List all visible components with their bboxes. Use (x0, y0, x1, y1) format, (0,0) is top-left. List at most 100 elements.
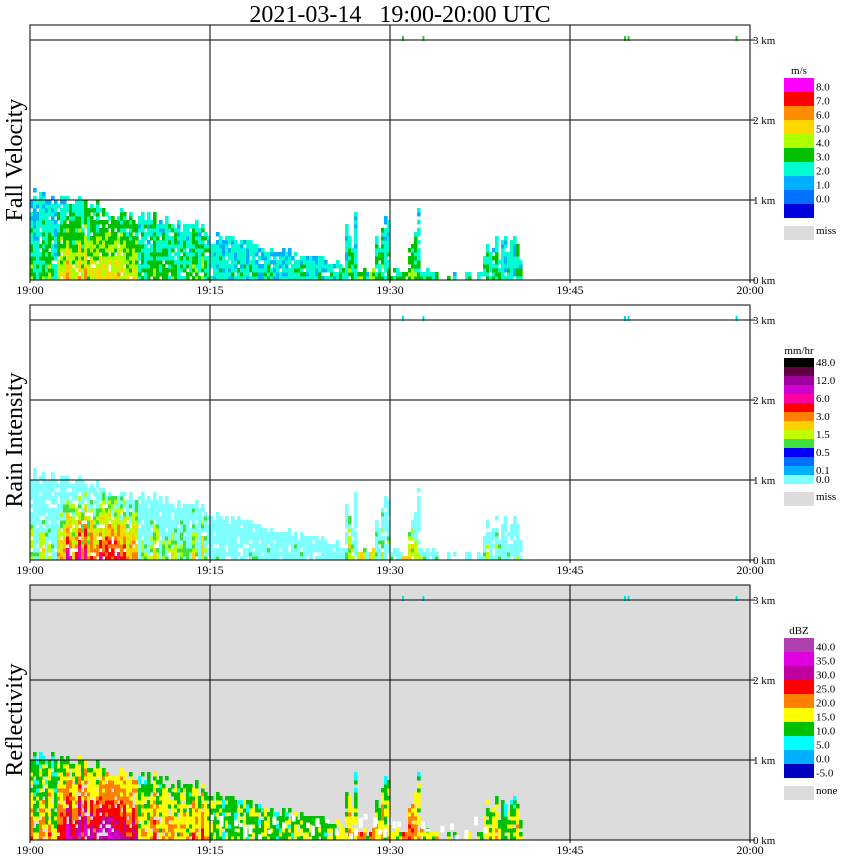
heatmap-cell (159, 800, 163, 805)
heatmap-cell (252, 244, 256, 249)
heatmap-cell (180, 244, 184, 249)
heatmap-cell (87, 264, 91, 269)
heatmap-cell (306, 268, 310, 273)
heatmap-cell (429, 272, 433, 277)
heatmap-cell (171, 272, 175, 277)
heatmap-cell (276, 260, 280, 265)
heatmap-cell (189, 512, 193, 517)
heatmap-cell (261, 276, 265, 281)
colorbar-tick-label: 6.0 (816, 393, 830, 405)
heatmap-cell (90, 508, 94, 513)
heatmap-cell (87, 216, 91, 221)
heatmap-cell (159, 552, 163, 557)
heatmap-cell (93, 544, 97, 549)
heatmap-cell (42, 204, 46, 209)
heatmap-cell (504, 268, 508, 273)
heatmap-cell (261, 252, 265, 257)
heatmap-cell (180, 832, 184, 837)
heatmap-cell (96, 512, 100, 517)
heatmap-cell (99, 244, 103, 249)
heatmap-cell (138, 496, 142, 501)
heatmap-cell (174, 264, 178, 269)
heatmap-cell (102, 232, 106, 237)
heatmap-cell (219, 520, 223, 525)
heatmap-cell (126, 236, 130, 241)
heatmap-cell (90, 252, 94, 257)
heatmap-cell (54, 796, 58, 801)
heatmap-cell (144, 832, 148, 837)
heatmap-cell (348, 248, 352, 253)
heatmap-cell (198, 548, 202, 553)
heatmap-cell (33, 556, 37, 561)
heatmap-cell (39, 508, 43, 513)
heatmap-cell (72, 556, 76, 561)
heatmap-cell (156, 524, 160, 529)
heatmap-cell (183, 828, 187, 833)
heatmap-cell (165, 252, 169, 257)
heatmap-cell (75, 820, 79, 825)
heatmap-cell (321, 556, 325, 561)
heatmap-cell (36, 244, 40, 249)
heatmap-cell (171, 236, 175, 241)
heatmap-cell (30, 220, 34, 225)
heatmap-cell (120, 544, 124, 549)
heatmap-cell (63, 784, 67, 789)
heatmap-cell (231, 832, 235, 837)
heatmap-cell (171, 784, 175, 789)
heatmap-cell (486, 832, 490, 837)
heatmap-cell (114, 276, 118, 281)
heatmap-cell (141, 808, 145, 813)
heatmap-cell (135, 824, 139, 829)
heatmap-cell (348, 236, 352, 241)
heatmap-cell (126, 808, 130, 813)
heatmap-cell (66, 784, 70, 789)
heatmap-cell (240, 520, 244, 525)
heatmap-cell (414, 264, 418, 269)
heatmap-cell (204, 272, 208, 277)
heatmap-cell (129, 544, 133, 549)
heatmap-cell (255, 524, 259, 529)
heatmap-cell (129, 820, 133, 825)
heatmap-cell (336, 552, 340, 557)
heatmap-cell (129, 556, 133, 561)
heatmap-cell (243, 820, 247, 825)
heatmap-cell (57, 260, 61, 265)
heatmap-cell (507, 832, 511, 837)
heatmap-cell (417, 496, 421, 501)
heatmap-cell (231, 248, 235, 253)
heatmap-cell (75, 784, 79, 789)
heatmap-cell (186, 224, 190, 229)
heatmap-cell (422, 36, 425, 41)
heatmap-cell (123, 252, 127, 257)
heatmap-cell (195, 780, 199, 785)
heatmap-cell (417, 816, 421, 821)
heatmap-cell (141, 828, 145, 833)
heatmap-cell (261, 824, 265, 829)
heatmap-cell (114, 508, 118, 513)
heatmap-cell (501, 832, 505, 837)
heatmap-cell (36, 528, 40, 533)
heatmap-cell (234, 804, 238, 809)
heatmap-cell (39, 200, 43, 205)
heatmap-cell (141, 524, 145, 529)
heatmap-cell (180, 512, 184, 517)
heatmap-cell (132, 548, 136, 553)
chart-title: 2021-03-14 19:00-20:00 UTC (249, 2, 551, 28)
heatmap-cell (147, 536, 151, 541)
heatmap-cell (240, 828, 244, 833)
heatmap-cell (348, 812, 352, 817)
heatmap-cell (372, 276, 376, 281)
heatmap-cell (408, 556, 412, 561)
heatmap-cell (489, 556, 493, 561)
heatmap-cell (105, 776, 109, 781)
heatmap-cell (399, 832, 403, 837)
heatmap-cell (123, 804, 127, 809)
heatmap-cell (183, 556, 187, 561)
heatmap-cell (81, 796, 85, 801)
heatmap-cell (351, 264, 355, 269)
heatmap-cell (243, 252, 247, 257)
heatmap-cell (78, 544, 82, 549)
heatmap-cell (120, 788, 124, 793)
heatmap-cell (276, 544, 280, 549)
heatmap-cell (99, 236, 103, 241)
